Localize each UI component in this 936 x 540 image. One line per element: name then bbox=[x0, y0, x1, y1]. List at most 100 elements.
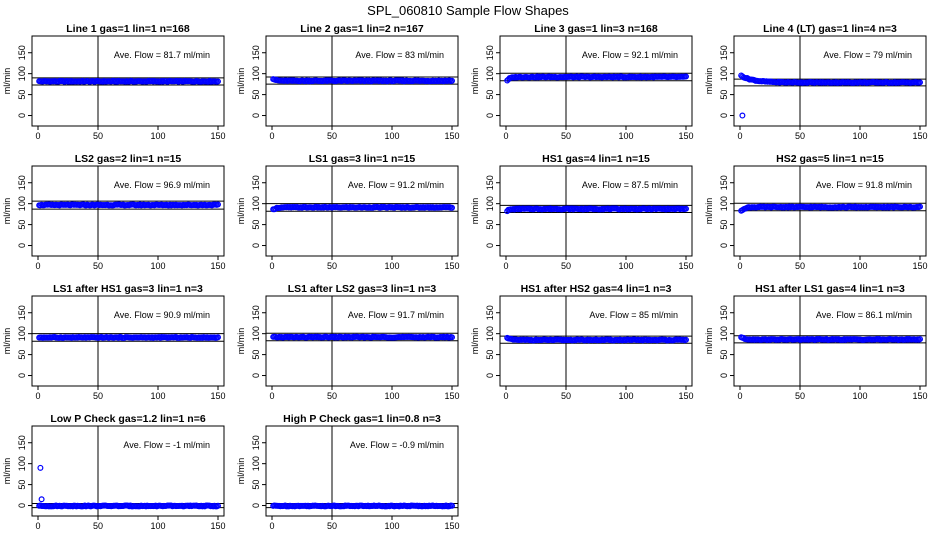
data-point bbox=[916, 203, 923, 210]
x-tick-label: 50 bbox=[93, 391, 103, 401]
x-tick-label: 150 bbox=[444, 391, 459, 401]
x-tick-label: 50 bbox=[561, 391, 571, 401]
y-tick-label: 150 bbox=[17, 435, 27, 450]
x-tick-label: 100 bbox=[618, 391, 633, 401]
y-axis-label: ml/min bbox=[470, 198, 480, 225]
x-tick-label: 100 bbox=[852, 261, 867, 271]
x-tick-label: 150 bbox=[444, 131, 459, 141]
y-tick-label: 50 bbox=[485, 90, 495, 100]
x-tick-label: 50 bbox=[93, 131, 103, 141]
x-tick-label: 100 bbox=[150, 521, 165, 531]
panels-group: Line 1 gas=1 lin=1 n=168 0 50 100 150 0 50 100 1… bbox=[2, 23, 928, 531]
y-tick-label: 150 bbox=[485, 305, 495, 320]
y-tick-label: 50 bbox=[719, 90, 729, 100]
y-tick-label: 50 bbox=[719, 350, 729, 360]
x-tick-label: 0 bbox=[35, 131, 40, 141]
x-tick-label: 150 bbox=[912, 131, 927, 141]
x-tick-label: 50 bbox=[795, 131, 805, 141]
y-tick-label: 100 bbox=[251, 196, 261, 211]
y-tick-label: 50 bbox=[251, 90, 261, 100]
y-axis-label: ml/min bbox=[470, 68, 480, 95]
y-tick-label: 150 bbox=[17, 175, 27, 190]
x-tick-label: 100 bbox=[852, 131, 867, 141]
panel-10: LS1 after LS2 gas=3 lin=1 n=3 0 50 100 150 0 5… bbox=[236, 283, 460, 401]
x-tick-label: 150 bbox=[678, 131, 693, 141]
x-tick-label: 0 bbox=[269, 131, 274, 141]
data-point bbox=[215, 334, 222, 341]
average-flow-annotation: Ave. Flow = 81.7 ml/min bbox=[114, 50, 210, 60]
panel-title: HS1 after HS2 gas=4 lin=1 n=3 bbox=[521, 283, 672, 295]
average-flow-annotation: Ave. Flow = 96.9 ml/min bbox=[114, 180, 210, 190]
data-point bbox=[215, 502, 222, 509]
x-tick-label: 0 bbox=[737, 131, 742, 141]
x-tick-label: 50 bbox=[327, 521, 337, 531]
average-flow-annotation: Ave. Flow = 79 ml/min bbox=[823, 50, 912, 60]
y-tick-label: 100 bbox=[719, 326, 729, 341]
panel-title: HS2 gas=5 lin=1 n=15 bbox=[776, 153, 884, 165]
data-point bbox=[682, 205, 689, 212]
y-tick-label: 0 bbox=[251, 243, 261, 248]
x-tick-label: 150 bbox=[912, 261, 927, 271]
y-tick-label: 0 bbox=[17, 243, 27, 248]
data-point bbox=[449, 77, 456, 84]
y-axis-label: ml/min bbox=[470, 328, 480, 355]
panel-3: Line 3 gas=1 lin=3 n=168 0 50 100 150 0 50 100 1… bbox=[470, 23, 694, 141]
scatter-series bbox=[270, 76, 456, 85]
scatter-series bbox=[738, 72, 923, 119]
y-tick-label: 50 bbox=[17, 90, 27, 100]
x-tick-label: 150 bbox=[210, 391, 225, 401]
figure-title: SPL_060810 Sample Flow Shapes bbox=[367, 3, 569, 18]
scatter-series bbox=[504, 205, 689, 215]
panel-title: HS1 after LS1 gas=4 lin=1 n=3 bbox=[755, 283, 905, 295]
y-axis-label: ml/min bbox=[704, 68, 714, 95]
y-axis-label: ml/min bbox=[2, 198, 12, 225]
panel-title: Low P Check gas=1.2 lin=1 n=6 bbox=[50, 413, 205, 425]
plot-frame bbox=[31, 165, 225, 257]
scatter-series bbox=[36, 334, 222, 341]
scatter-series bbox=[738, 334, 923, 343]
x-tick-label: 150 bbox=[210, 521, 225, 531]
data-point bbox=[916, 336, 923, 343]
panel-title: Line 2 gas=1 lin=2 n=167 bbox=[300, 23, 424, 35]
y-tick-label: 0 bbox=[485, 243, 495, 248]
scatter-series bbox=[738, 203, 923, 214]
y-tick-label: 50 bbox=[485, 350, 495, 360]
y-axis-label: ml/min bbox=[236, 458, 246, 485]
y-tick-label: 0 bbox=[485, 373, 495, 378]
y-tick-label: 100 bbox=[485, 326, 495, 341]
y-tick-label: 150 bbox=[251, 45, 261, 60]
y-tick-label: 100 bbox=[17, 456, 27, 471]
panel-title: Line 3 gas=1 lin=3 n=168 bbox=[534, 23, 658, 35]
average-flow-annotation: Ave. Flow = 91.8 ml/min bbox=[816, 180, 912, 190]
y-tick-label: 0 bbox=[251, 503, 261, 508]
data-point bbox=[215, 201, 222, 208]
panel-title: HS1 gas=4 lin=1 n=15 bbox=[542, 153, 650, 165]
x-tick-label: 50 bbox=[93, 521, 103, 531]
y-tick-label: 0 bbox=[485, 113, 495, 118]
panel-title: Line 1 gas=1 lin=1 n=168 bbox=[66, 23, 190, 35]
panel-title: LS1 after LS2 gas=3 lin=1 n=3 bbox=[288, 283, 437, 295]
x-tick-label: 50 bbox=[795, 261, 805, 271]
panel-1: Line 1 gas=1 lin=1 n=168 0 50 100 150 0 50 100 1… bbox=[2, 23, 226, 141]
x-tick-label: 0 bbox=[269, 391, 274, 401]
average-flow-annotation: Ave. Flow = 87.5 ml/min bbox=[582, 180, 678, 190]
y-tick-label: 150 bbox=[719, 175, 729, 190]
plot-frame bbox=[499, 165, 693, 257]
plot-frame bbox=[733, 295, 927, 387]
x-tick-label: 0 bbox=[269, 521, 274, 531]
y-axis-label: ml/min bbox=[236, 198, 246, 225]
panel-title: LS1 gas=3 lin=1 n=15 bbox=[309, 153, 416, 165]
y-tick-label: 100 bbox=[17, 326, 27, 341]
y-tick-label: 150 bbox=[719, 305, 729, 320]
y-tick-label: 50 bbox=[251, 350, 261, 360]
x-tick-label: 100 bbox=[384, 391, 399, 401]
y-tick-label: 150 bbox=[17, 45, 27, 60]
x-tick-label: 0 bbox=[503, 131, 508, 141]
y-tick-label: 100 bbox=[251, 66, 261, 81]
outlier-point bbox=[37, 464, 44, 471]
x-tick-label: 50 bbox=[561, 131, 571, 141]
y-tick-label: 150 bbox=[719, 45, 729, 60]
x-tick-label: 50 bbox=[93, 261, 103, 271]
x-tick-label: 50 bbox=[327, 131, 337, 141]
